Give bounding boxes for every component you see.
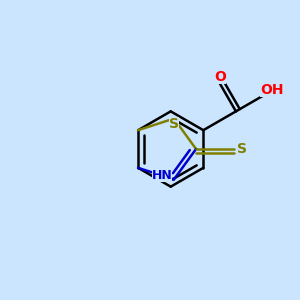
- Text: OH: OH: [260, 83, 284, 98]
- Text: S: S: [237, 142, 247, 156]
- Text: S: S: [169, 118, 179, 131]
- Text: O: O: [214, 70, 226, 84]
- Text: HN: HN: [152, 169, 172, 182]
